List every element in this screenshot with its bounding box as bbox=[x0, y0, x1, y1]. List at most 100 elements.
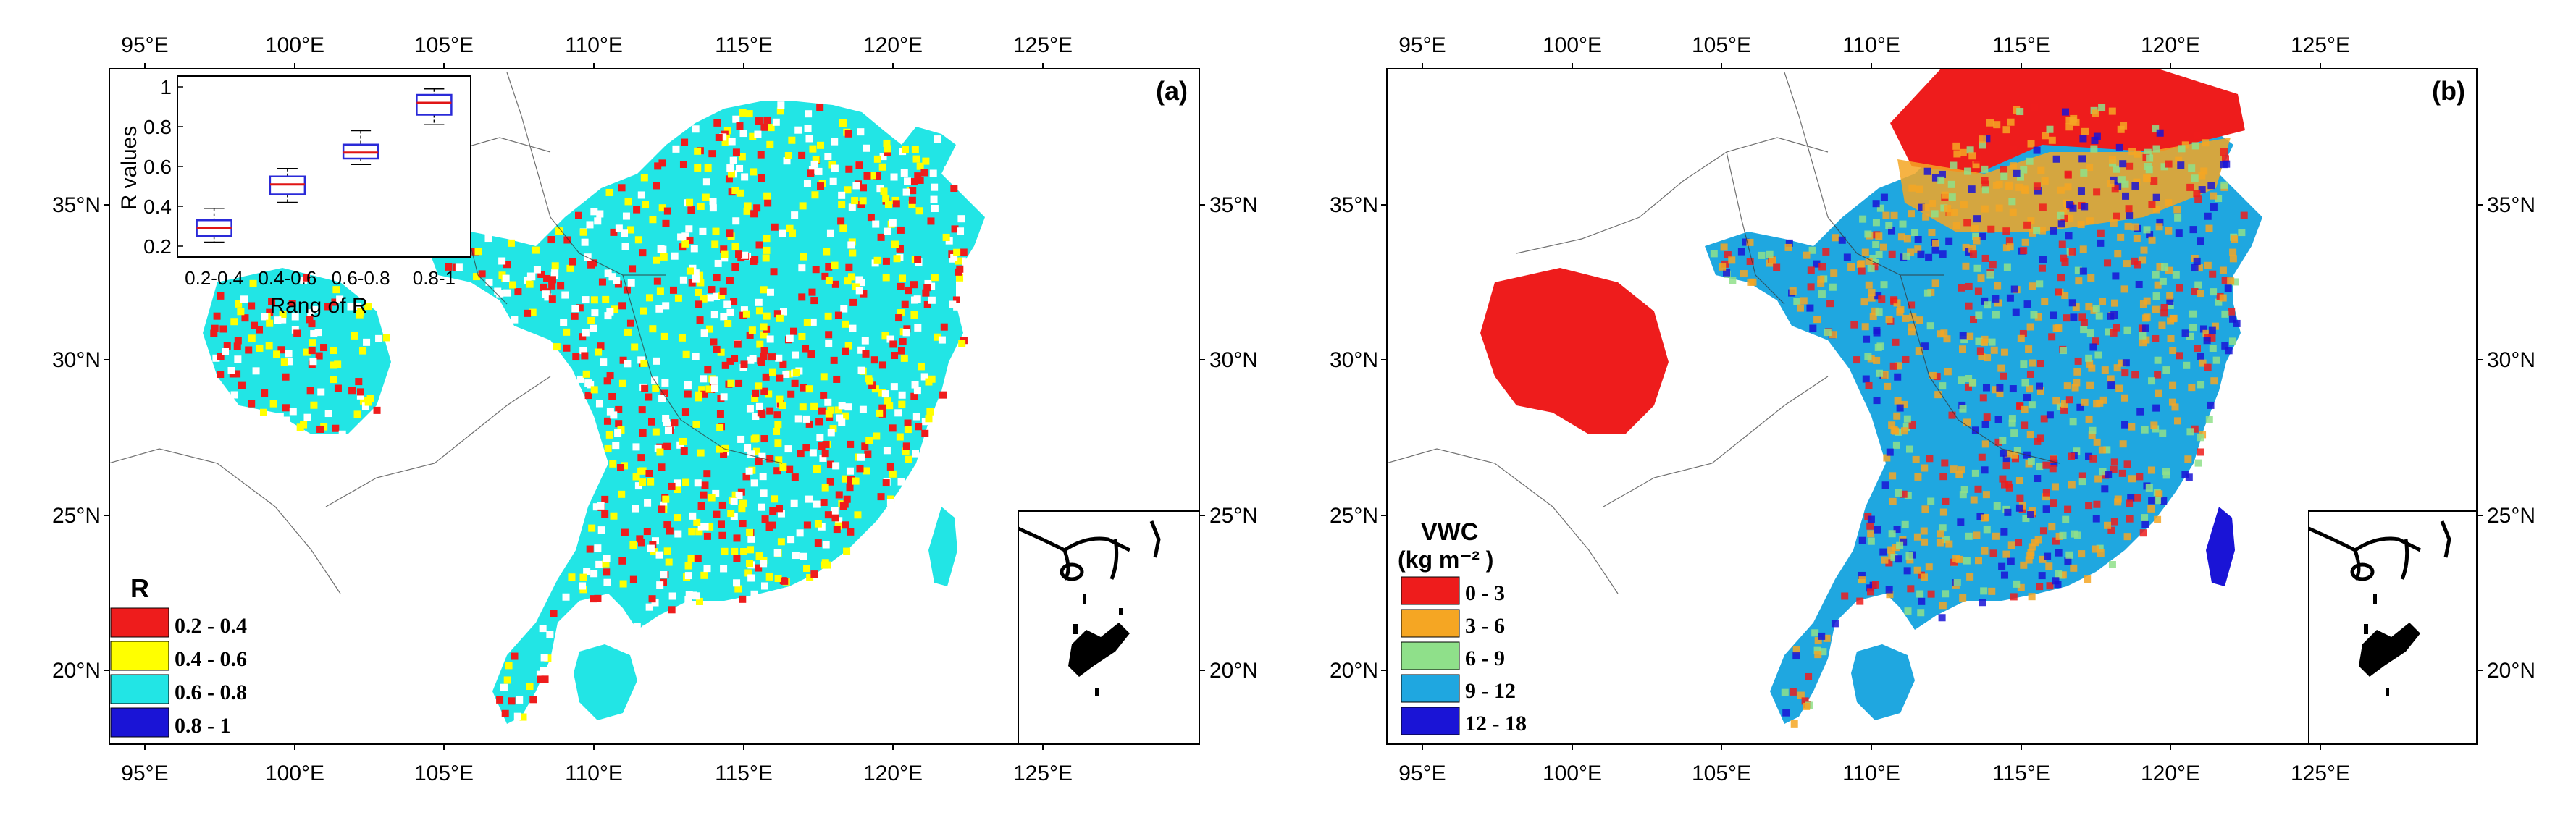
r-pixel bbox=[891, 240, 899, 248]
vwc-pixel bbox=[1921, 342, 1929, 350]
r-pixel bbox=[698, 386, 706, 394]
r-pixel bbox=[320, 344, 328, 352]
r-pixel bbox=[881, 332, 889, 340]
vwc-pixel bbox=[1934, 391, 1942, 399]
vwc-pixel bbox=[1980, 338, 1988, 346]
r-pixel bbox=[356, 388, 364, 396]
r-pixel bbox=[708, 494, 716, 502]
vwc-pixel bbox=[2205, 224, 2213, 232]
vwc-pixel bbox=[1958, 284, 1965, 292]
r-pixel bbox=[771, 495, 779, 503]
r-pixel bbox=[776, 374, 784, 382]
vwc-pixel bbox=[2016, 108, 2024, 116]
r-pixel bbox=[526, 683, 534, 691]
r-pixel bbox=[674, 479, 681, 487]
vwc-pixel bbox=[2165, 266, 2173, 274]
vwc-pixel bbox=[1889, 362, 1897, 370]
legend-b-label: 12 - 18 bbox=[1465, 712, 1527, 735]
vwc-pixel bbox=[1872, 241, 1880, 249]
vwc-pixel bbox=[2110, 329, 2118, 337]
vwc-pixel bbox=[1807, 266, 1815, 274]
r-pixel bbox=[540, 283, 547, 291]
vwc-pixel bbox=[1876, 204, 1884, 212]
vwc-pixel bbox=[2050, 459, 2058, 467]
r-pixel bbox=[484, 235, 492, 243]
r-pixel bbox=[828, 161, 836, 169]
r-pixel bbox=[743, 207, 751, 215]
vwc-pixel bbox=[1896, 308, 1904, 316]
vwc-pixel bbox=[1950, 161, 1958, 169]
vwc-pixel bbox=[1927, 497, 1935, 505]
r-pixel bbox=[867, 214, 875, 222]
r-pixel bbox=[697, 502, 705, 510]
vwc-pixel bbox=[2154, 497, 2162, 505]
vwc-pixel bbox=[2150, 177, 2158, 185]
r-pixel bbox=[701, 481, 709, 489]
legend-b-label: 3 - 6 bbox=[1465, 614, 1505, 638]
r-pixel bbox=[687, 555, 695, 562]
r-pixel bbox=[735, 379, 743, 387]
r-pixel bbox=[261, 313, 269, 321]
vwc-pixel bbox=[2167, 335, 2175, 343]
r-pixel bbox=[507, 239, 515, 247]
vwc-pixel bbox=[2152, 425, 2160, 433]
r-pixel bbox=[663, 207, 671, 215]
r-pixel bbox=[847, 440, 855, 448]
vwc-pixel bbox=[1955, 555, 1963, 563]
vwc-pixel bbox=[2013, 169, 2021, 177]
r-pixel bbox=[324, 303, 332, 311]
r-pixel bbox=[753, 204, 761, 212]
r-pixel bbox=[582, 296, 590, 304]
vwc-pixel bbox=[2101, 366, 2109, 374]
r-pixel bbox=[594, 217, 602, 225]
r-pixel bbox=[844, 342, 852, 350]
vwc-pixel bbox=[1831, 620, 1839, 628]
r-pixel bbox=[733, 579, 741, 587]
r-pixel bbox=[897, 282, 905, 290]
vwc-pixel bbox=[2160, 304, 2168, 312]
vwc-pixel bbox=[2152, 206, 2160, 214]
r-pixel bbox=[227, 367, 235, 375]
vwc-pixel bbox=[1939, 602, 1947, 610]
legend-b-unit: (kg m⁻² ) bbox=[1398, 547, 1493, 573]
r-pixel bbox=[848, 203, 856, 211]
vwc-pixel bbox=[2160, 309, 2168, 317]
vwc-pixel bbox=[2115, 384, 2123, 392]
vwc-pixel bbox=[2048, 136, 2056, 144]
r-pixel bbox=[677, 233, 685, 241]
vwc-pixel bbox=[2110, 458, 2118, 466]
r-pixel bbox=[720, 245, 728, 253]
r-pixel bbox=[279, 316, 287, 324]
vwc-pixel bbox=[2229, 315, 2237, 323]
panel-b-lat-label-left: 25°N bbox=[1330, 504, 1378, 528]
r-pixel bbox=[692, 420, 700, 428]
vwc-pixel bbox=[1841, 592, 1849, 600]
vwc-pixel bbox=[1979, 135, 1986, 143]
r-pixel bbox=[826, 229, 834, 237]
vwc-pixel bbox=[2015, 477, 2023, 485]
vwc-pixel bbox=[1992, 532, 2000, 540]
panel-b-lat-label-left: 20°N bbox=[1330, 659, 1378, 683]
vwc-pixel bbox=[2092, 305, 2100, 313]
vwc-pixel bbox=[2013, 580, 2021, 588]
vwc-pixel bbox=[2026, 552, 2034, 560]
r-pixel bbox=[587, 381, 595, 389]
vwc-pixel bbox=[1943, 335, 1951, 343]
r-pixel bbox=[685, 225, 693, 233]
vwc-pixel bbox=[2178, 145, 2186, 153]
vwc-pixel bbox=[2023, 300, 2031, 308]
vwc-pixel bbox=[1917, 250, 1925, 258]
r-pixel bbox=[621, 229, 629, 237]
r-pixel bbox=[334, 360, 342, 368]
r-pixel bbox=[750, 168, 758, 176]
legend-b-swatch bbox=[1401, 641, 1460, 670]
r-pixel bbox=[746, 405, 754, 413]
vwc-pixel bbox=[1885, 586, 1893, 594]
r-pixel bbox=[726, 229, 734, 237]
r-pixel bbox=[678, 334, 686, 342]
r-pixel bbox=[700, 295, 708, 303]
r-pixel bbox=[664, 426, 672, 434]
legend-a-swatch bbox=[110, 674, 169, 704]
vwc-pixel bbox=[1826, 300, 1834, 308]
vwc-pixel bbox=[1981, 180, 1989, 188]
